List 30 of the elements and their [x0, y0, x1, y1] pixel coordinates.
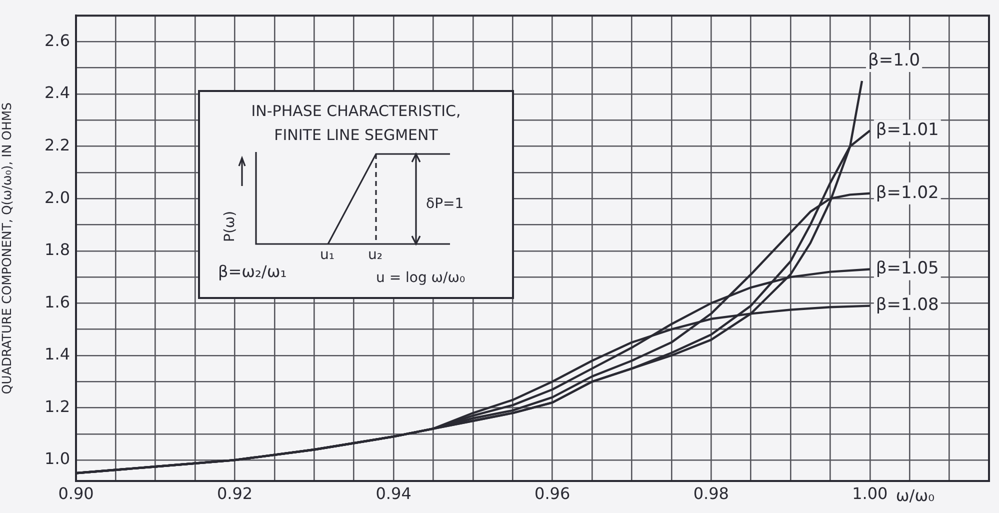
- y-tick-label: 2.2: [44, 135, 70, 154]
- y-tick-label: 1.0: [44, 449, 70, 468]
- annotation: FINITE LINE SEGMENT: [273, 126, 439, 144]
- y-tick-label: 1.6: [44, 292, 70, 312]
- annotation: β=ω₂/ω₁: [218, 262, 287, 281]
- x-tick-label: 0.90: [58, 484, 94, 503]
- series-label: β=1.02: [876, 182, 939, 203]
- x-tick-label: 0.94: [376, 484, 412, 503]
- x-tick-label: 0.98: [693, 484, 729, 503]
- y-tick-label: 2.6: [44, 30, 70, 50]
- x-tick-label: 0.92: [216, 484, 253, 503]
- y-tick-label: 2.0: [44, 188, 70, 207]
- y-tick-label: 1.4: [44, 344, 70, 364]
- series-label: β=1.08: [876, 295, 939, 316]
- x-axis-title: ω/ω₀: [896, 486, 935, 506]
- annotation: P(ω): [222, 210, 238, 242]
- y-tick-label: 1.8: [44, 240, 70, 260]
- y-axis-title: QUADRATURE COMPONENT, Q(ω/ω₀), IN OHMS: [0, 102, 14, 394]
- x-tick-label: 0.96: [534, 484, 570, 503]
- annotation: u₂: [368, 247, 382, 263]
- series-label: β=1.01: [876, 120, 939, 140]
- annotation: δP=1: [426, 196, 464, 212]
- series-label: β=1.05: [876, 258, 939, 279]
- y-tick-label: 2.4: [44, 83, 70, 102]
- x-tick-label: 1.00: [852, 484, 888, 503]
- annotation: u = log ω/ω₀: [376, 270, 466, 286]
- series-label: β=1.0: [868, 50, 920, 70]
- annotation: u₁: [320, 247, 334, 263]
- y-tick-label: 1.2: [44, 396, 70, 416]
- annotation: IN-PHASE CHARACTERISTIC,: [250, 102, 462, 120]
